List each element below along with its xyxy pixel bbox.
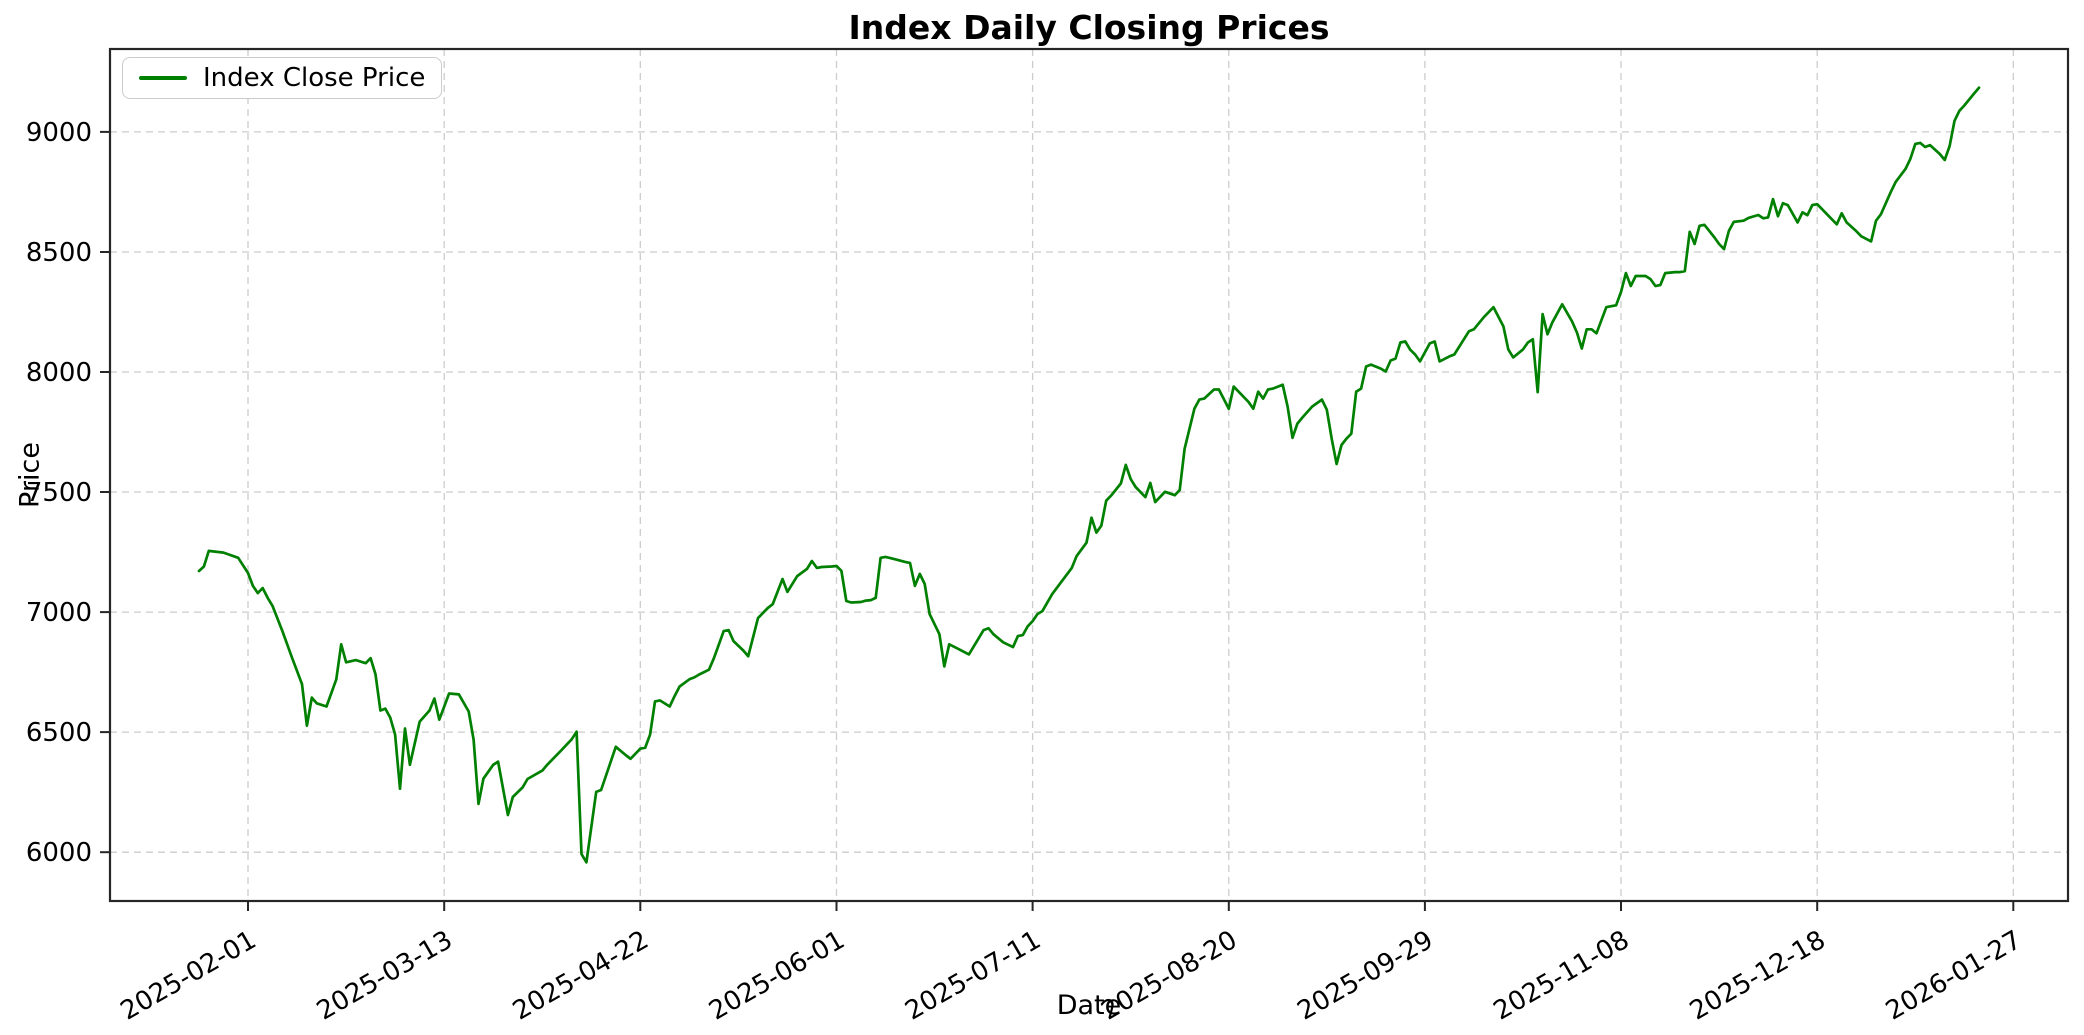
legend-label: Index Close Price bbox=[203, 63, 426, 93]
price-line bbox=[197, 86, 1981, 864]
y-tick-label: 9000 bbox=[26, 118, 92, 148]
y-tick-label: 7000 bbox=[26, 598, 92, 628]
y-axis-title: Price bbox=[14, 442, 46, 508]
y-tick-label: 7500 bbox=[26, 478, 92, 508]
x-axis-title: Date bbox=[1056, 990, 1122, 1021]
legend-line-swatch bbox=[139, 76, 187, 80]
y-tick-label: 8500 bbox=[26, 238, 92, 268]
y-tick-label: 8000 bbox=[26, 358, 92, 388]
y-tick-label: 6000 bbox=[26, 838, 92, 868]
legend-box: Index Close Price bbox=[122, 57, 443, 99]
chart-title: Index Daily Closing Prices bbox=[848, 8, 1330, 47]
y-tick-label: 6500 bbox=[26, 718, 92, 748]
plot-border bbox=[108, 47, 2070, 903]
